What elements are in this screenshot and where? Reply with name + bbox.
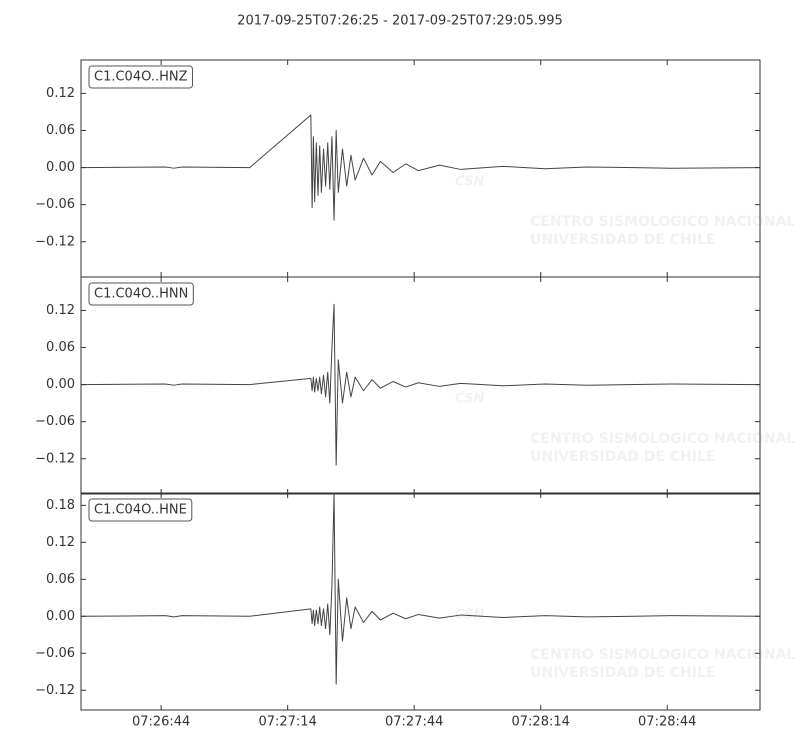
y-tick-label: 0.00 [46,160,75,175]
trace-label-box [88,282,194,306]
panel-frame [80,492,761,711]
x-tick-label: 07:26:44 [132,715,190,730]
y-tick-label: 0.06 [46,572,75,587]
y-tick-label: −0.12 [35,234,75,249]
y-tick-label: 0.06 [46,340,75,355]
trace-label-box [88,498,193,522]
x-tick-label: 07:27:14 [258,715,316,730]
y-tick-label: 0.12 [46,535,75,550]
y-tick-label: 0.12 [46,86,75,101]
watermark-line: UNIVERSIDAD DE CHILE [530,232,715,248]
watermark-logo: CSN [455,175,484,190]
y-tick-label: 0.00 [46,377,75,392]
y-tick-label: −0.12 [35,683,75,698]
trace-label: C1.C04O..HNE [94,503,187,518]
waveform [81,303,760,466]
watermark-line: CENTRO SISMOLOGICO NACIONAL [530,214,795,230]
watermark-line: UNIVERSIDAD DE CHILE [530,665,715,681]
trace-label: C1.C04O..HNN [94,287,188,302]
waveform [81,493,760,685]
y-tick-label: −0.06 [35,197,75,212]
y-tick-label: −0.12 [35,451,75,466]
x-tick-label: 07:28:14 [512,715,570,730]
watermark-line: CENTRO SISMOLOGICO NACIONAL [530,647,795,663]
y-tick-label: −0.06 [35,414,75,429]
y-tick-label: −0.06 [35,646,75,661]
y-tick-label: 0.00 [46,609,75,624]
watermark-logo: CSN [455,608,484,623]
y-tick-label: 0.18 [46,498,75,513]
plot-area [81,114,760,221]
watermark-line: CENTRO SISMOLOGICO NACIONAL [530,431,795,447]
x-tick-label: 07:28:44 [638,715,696,730]
plot-area [81,303,760,466]
watermark-line: UNIVERSIDAD DE CHILE [530,449,715,465]
chart-title: 2017-09-25T07:26:25 - 2017-09-25T07:29:0… [237,14,563,29]
y-tick-label: 0.06 [46,123,75,138]
y-tick-label: 0.12 [46,303,75,318]
waveform [81,114,760,221]
panel-frame [80,276,761,495]
watermark-logo: CSN [455,392,484,407]
trace-label-box [88,65,193,89]
plot-area [81,493,760,685]
x-tick-label: 07:27:44 [385,715,443,730]
trace-label: C1.C04O..HNZ [94,70,188,85]
